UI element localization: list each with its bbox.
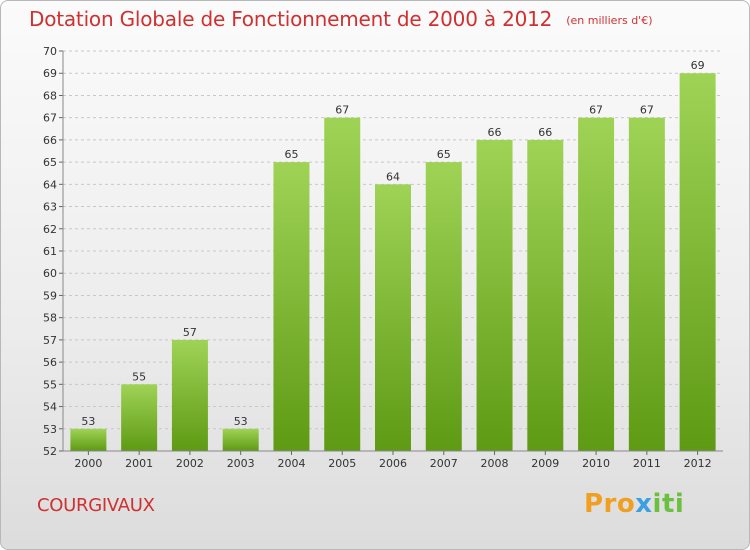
y-tick-label: 56 [43, 356, 57, 369]
bar-value-label: 66 [538, 126, 552, 139]
x-tick-label: 2001 [125, 457, 153, 470]
bar-value-label: 53 [81, 415, 95, 428]
chart-title: Dotation Globale de Fonctionnement de 20… [29, 7, 553, 31]
bar [527, 139, 564, 451]
commune-name: COURGIVAUX [37, 495, 155, 516]
x-tick-label: 2003 [227, 457, 255, 470]
bar [578, 117, 615, 452]
bar-value-label: 65 [437, 148, 451, 161]
bar-value-label: 57 [183, 326, 197, 339]
y-tick-label: 54 [43, 401, 57, 414]
bar-value-label: 65 [284, 148, 298, 161]
y-tick-label: 64 [43, 178, 57, 191]
y-tick-label: 67 [43, 112, 57, 125]
y-tick-label: 53 [43, 423, 57, 436]
bar-value-label: 67 [640, 104, 654, 117]
x-tick-label: 2006 [379, 457, 407, 470]
y-tick-label: 63 [43, 201, 57, 214]
y-tick-label: 65 [43, 156, 57, 169]
bar [70, 428, 107, 451]
y-tick-label: 66 [43, 134, 57, 147]
x-tick-label: 2010 [582, 457, 610, 470]
y-tick-label: 59 [43, 289, 57, 302]
bars: 53 55 57 53 65 67 64 65 66 66 67 67 69 [70, 59, 716, 452]
bar-value-label: 69 [691, 59, 705, 72]
x-tick-label: 2000 [74, 457, 102, 470]
x-tick-label: 2008 [481, 457, 509, 470]
x-tick-label: 2011 [633, 457, 661, 470]
bar [425, 162, 462, 451]
bar [273, 162, 310, 451]
x-tick-label: 2012 [684, 457, 712, 470]
bar-value-label: 67 [589, 104, 603, 117]
y-tick-label: 70 [43, 45, 57, 58]
title-row: Dotation Globale de Fonctionnement de 20… [29, 7, 652, 31]
y-tick-label: 61 [43, 245, 57, 258]
bar [324, 117, 361, 452]
bar-value-label: 55 [132, 370, 146, 383]
x-tick-label: 2005 [328, 457, 356, 470]
x-tick-label: 2007 [430, 457, 458, 470]
bar-value-label: 66 [488, 126, 502, 139]
x-tick-label: 2004 [277, 457, 305, 470]
bar [121, 384, 158, 451]
y-tick-label: 55 [43, 378, 57, 391]
bar [679, 73, 716, 451]
bar [476, 139, 513, 451]
bar [171, 339, 208, 451]
y-tick-label: 60 [43, 267, 57, 280]
bar [628, 117, 665, 452]
bar-value-label: 64 [386, 170, 400, 183]
y-tick-label: 62 [43, 223, 57, 236]
bar [375, 184, 411, 452]
y-tick-label: 58 [43, 312, 57, 325]
proxiti-logo: Proxiti [584, 489, 685, 519]
bar-value-label: 53 [234, 415, 248, 428]
bar-value-label: 67 [335, 104, 349, 117]
bar [222, 428, 259, 451]
x-tick-label: 2009 [531, 457, 559, 470]
y-tick-label: 52 [43, 445, 57, 458]
y-tick-label: 57 [43, 334, 57, 347]
chart-subtitle: (en milliers d'€) [566, 14, 653, 27]
y-tick-label: 69 [43, 67, 57, 80]
axes: 52 53 54 55 56 57 58 59 60 61 62 63 64 65 66 67 68 69 70 20… [43, 45, 723, 470]
y-tick-label: 68 [43, 89, 57, 102]
x-tick-label: 2002 [176, 457, 204, 470]
